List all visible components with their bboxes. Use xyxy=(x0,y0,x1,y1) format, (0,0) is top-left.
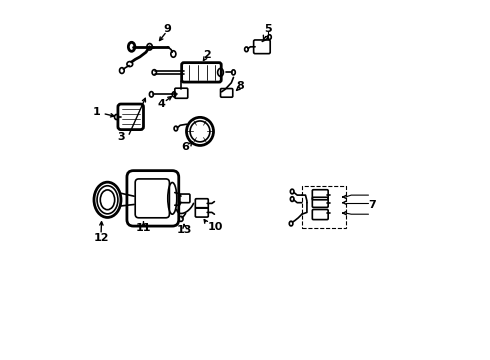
Text: 10: 10 xyxy=(208,222,223,232)
Text: 3: 3 xyxy=(117,132,124,142)
Text: 8: 8 xyxy=(237,81,245,91)
Text: 9: 9 xyxy=(163,24,171,34)
Text: 13: 13 xyxy=(177,225,192,235)
Text: 5: 5 xyxy=(265,24,272,34)
Bar xyxy=(302,186,346,228)
Text: 11: 11 xyxy=(136,222,151,233)
Text: 12: 12 xyxy=(93,233,109,243)
Text: 4: 4 xyxy=(158,99,166,109)
Text: 6: 6 xyxy=(182,141,190,152)
Text: 2: 2 xyxy=(203,50,211,60)
Text: 7: 7 xyxy=(368,200,376,210)
Text: 1: 1 xyxy=(93,107,100,117)
